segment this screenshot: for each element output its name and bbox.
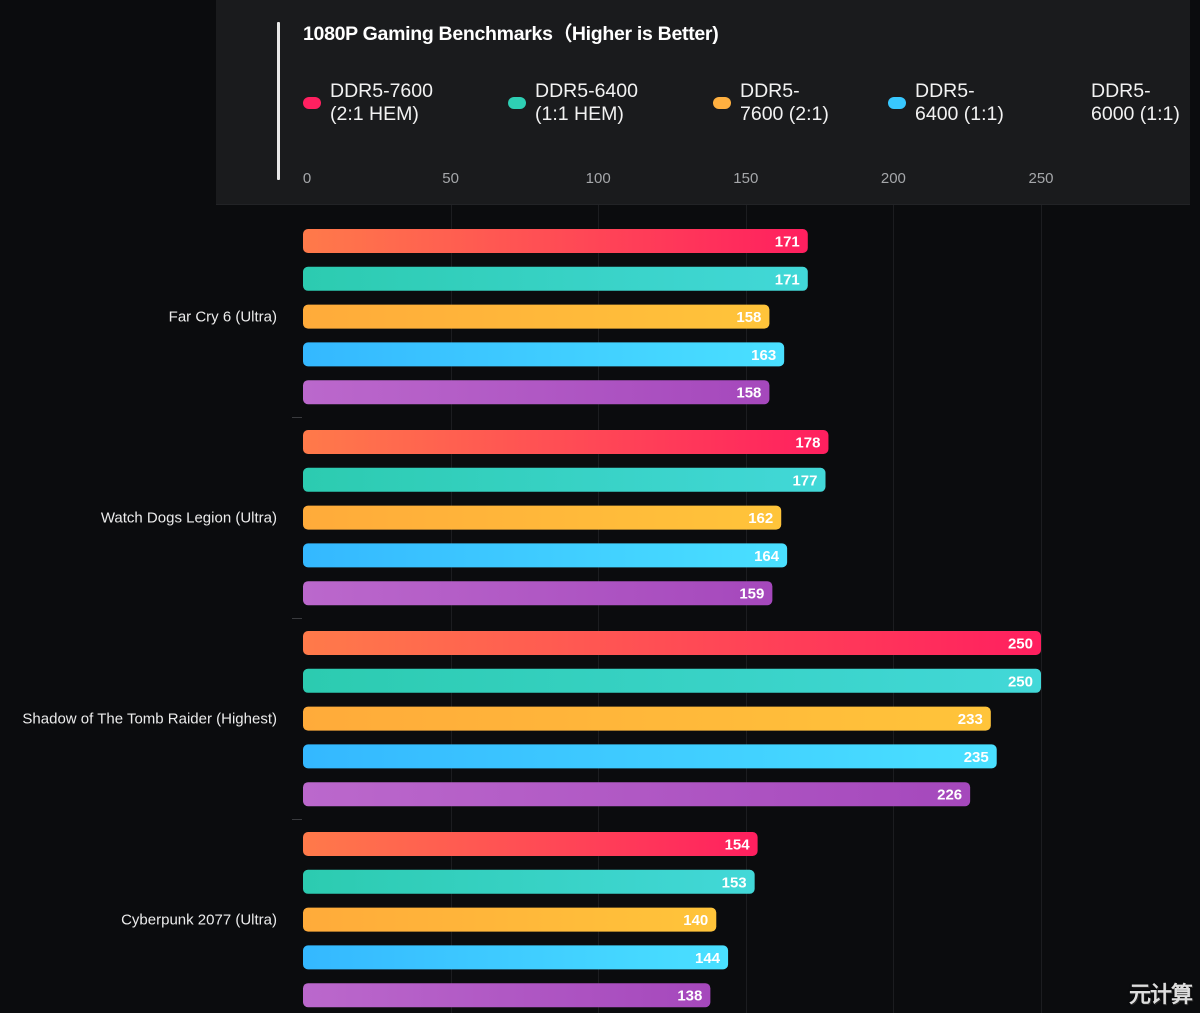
x-tick-label: 50 [442, 170, 459, 187]
legend-label: DDR5- 7600 (2:1) [740, 80, 829, 125]
bar-value-label: 153 [722, 874, 747, 891]
bar[interactable] [303, 706, 991, 731]
legend-swatch [713, 97, 731, 109]
legend-label: DDR5- 6400 (1:1) [915, 80, 1004, 125]
x-tick-label: 100 [585, 170, 611, 187]
bar[interactable] [303, 945, 729, 970]
legend-item[interactable]: DDR5-7600 (2:1 HEM) [303, 80, 460, 126]
bar-value-label: 163 [751, 347, 776, 364]
bars: 171 171 158 163 158 178 177 162 164 159 250 250 233 2… [303, 229, 1041, 1008]
bar-value-label: 158 [736, 385, 761, 402]
legend-item[interactable]: DDR5- 6000 (1:1) [1091, 80, 1200, 126]
bar[interactable] [303, 430, 829, 454]
bar-value-label: 226 [937, 787, 962, 804]
bar-value-label: 171 [775, 271, 800, 288]
bar[interactable] [303, 782, 971, 807]
bar-value-label: 164 [754, 548, 780, 565]
bar-value-label: 154 [725, 837, 751, 854]
bar[interactable] [303, 869, 755, 894]
header-accent-rule [277, 22, 280, 180]
bar[interactable] [303, 467, 826, 492]
category-label: Cyberpunk 2077 (Ultra) [121, 912, 277, 929]
bar[interactable] [303, 581, 773, 606]
legend-label: DDR5- 6000 (1:1) [1091, 80, 1180, 125]
bar[interactable] [303, 304, 770, 329]
bar[interactable] [303, 505, 782, 530]
bar-value-label: 233 [958, 711, 983, 728]
category-labels: Far Cry 6 (Ultra) Watch Dogs Legion (Ultr… [22, 309, 277, 929]
bar-value-label: 144 [695, 950, 721, 967]
bar-value-label: 159 [739, 586, 764, 603]
bar-value-label: 140 [683, 912, 708, 929]
bar-value-label: 178 [795, 435, 820, 452]
legend-swatch [508, 97, 526, 109]
bar[interactable] [303, 983, 711, 1008]
legend-item[interactable]: DDR5-6400 (1:1 HEM) [508, 80, 665, 126]
legend-swatch [888, 97, 906, 109]
x-tick-label: 250 [1028, 170, 1054, 187]
x-tick-label: 0 [302, 170, 312, 187]
bar-value-label: 171 [775, 234, 800, 251]
bar[interactable] [303, 229, 808, 253]
bar[interactable] [303, 668, 1041, 693]
bar-value-label: 177 [792, 472, 817, 489]
chart-title: 1080P Gaming Benchmarks（Higher is Better… [303, 23, 719, 45]
legend-label: DDR5-6400 (1:1 HEM) [535, 80, 638, 125]
watermark: 元计算 [1128, 982, 1193, 1007]
bar-value-label: 250 [1008, 673, 1033, 690]
legend-swatch [303, 97, 321, 109]
category-label: Watch Dogs Legion (Ultra) [101, 510, 277, 527]
bar[interactable] [303, 266, 808, 291]
bar[interactable] [303, 342, 785, 367]
legend-item[interactable]: DDR5- 6400 (1:1) [888, 80, 1045, 126]
legend-label: DDR5-7600 (2:1 HEM) [330, 80, 433, 125]
bar[interactable] [303, 907, 717, 932]
bar-value-label: 138 [677, 988, 702, 1005]
group-dividers [292, 417, 302, 820]
category-label: Shadow of The Tomb Raider (Highest) [22, 711, 277, 728]
bar-value-label: 250 [1008, 636, 1033, 653]
bar-value-label: 235 [964, 749, 989, 766]
bar[interactable] [303, 631, 1041, 655]
bar[interactable] [303, 744, 997, 769]
bar[interactable] [303, 380, 770, 405]
bar-value-label: 162 [748, 510, 773, 527]
category-label: Far Cry 6 (Ultra) [169, 309, 277, 326]
x-tick-label: 150 [733, 170, 759, 187]
x-tick-label: 200 [880, 170, 906, 187]
bar[interactable] [303, 543, 788, 568]
legend-item[interactable]: DDR5- 7600 (2:1) [713, 80, 870, 126]
chart-header: 1080P Gaming Benchmarks（Higher is Better… [216, 0, 1190, 205]
bar-value-label: 158 [736, 309, 761, 326]
bar[interactable] [303, 832, 758, 856]
